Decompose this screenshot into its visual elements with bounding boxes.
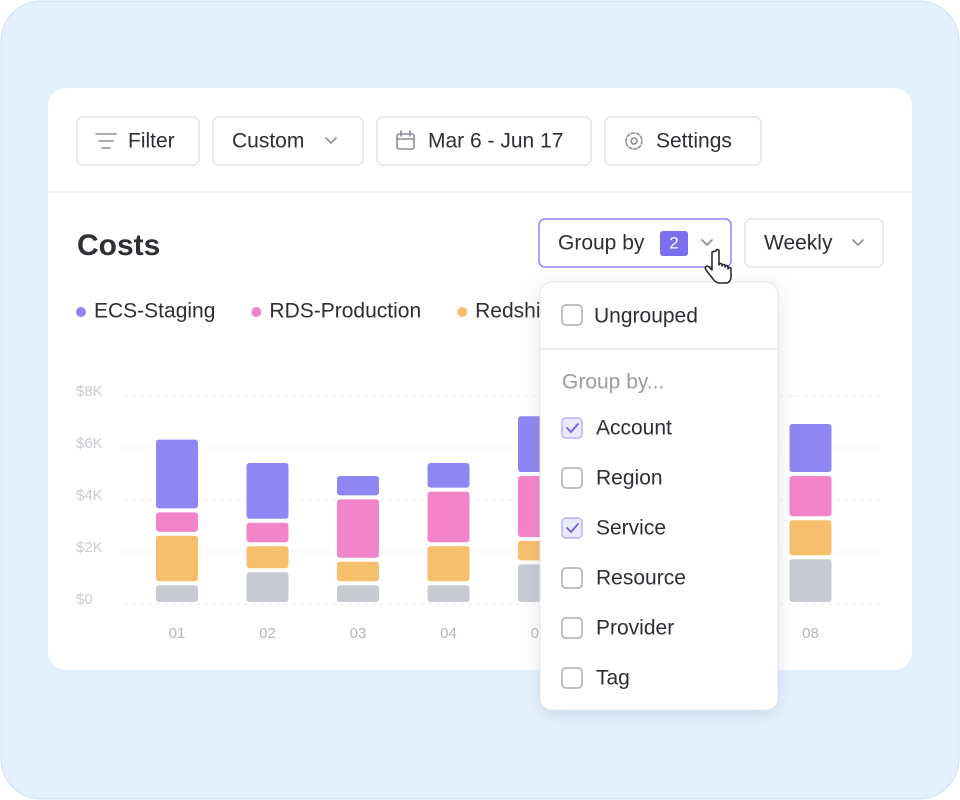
date-label: Mar 6 - Jun 17 [428, 130, 563, 153]
y-tick-label: $8K [76, 383, 103, 400]
badge [660, 231, 688, 256]
y-tick-label: $4K [76, 487, 103, 504]
option-label[interactable]: Account [596, 417, 672, 440]
interval-label: Weekly [764, 232, 833, 255]
bar-segment [156, 585, 198, 602]
checkbox[interactable] [561, 467, 583, 489]
bar-segment [427, 463, 470, 488]
badge-count: 2 [669, 233, 678, 252]
x-tick-label: 02 [259, 625, 276, 642]
bar-segment [246, 546, 289, 569]
checkbox[interactable] [561, 617, 583, 639]
bar-segment [337, 585, 379, 602]
bar-segment [427, 585, 470, 602]
bar-segment [789, 559, 832, 602]
option-label[interactable]: Region [596, 467, 663, 490]
bar-segment [337, 561, 379, 582]
bar-segment [789, 520, 832, 556]
bar-segment [337, 476, 379, 496]
settings-label: Settings [656, 130, 732, 153]
group-by-button[interactable]: Group by 2 [538, 218, 732, 268]
option-label[interactable]: Provider [596, 617, 674, 640]
option-label[interactable]: Tag [596, 667, 630, 690]
check-mark [566, 423, 579, 434]
dropdown: Group by... Ungrouped Account Region Servic… [539, 281, 779, 711]
option-label[interactable]: Service [596, 517, 666, 540]
bar-segment [246, 572, 289, 602]
settings-button[interactable]: Settings [604, 116, 762, 166]
legend-swatch [251, 307, 262, 317]
x-tick-label: 04 [440, 625, 457, 642]
bar-segment [156, 439, 198, 509]
x-tick-label: 03 [350, 625, 367, 642]
dropdown-section: Group by... [562, 371, 664, 394]
toolbar: Filter Custom Mar 6 - Jun 17 Settings [76, 116, 762, 166]
preset-button[interactable]: Custom [212, 116, 364, 166]
x-tick-label: 08 [802, 625, 819, 642]
card [48, 88, 912, 670]
bar-segment [246, 522, 289, 543]
preset-label: Custom [232, 130, 304, 153]
y-tick-label: $0 [76, 591, 93, 608]
bar-segment [246, 463, 289, 519]
bar-segment [789, 476, 832, 517]
bar-segment [427, 546, 470, 582]
y-tick-label: $6K [76, 435, 103, 452]
option-label[interactable]: Resource [596, 567, 686, 590]
filter-label: Filter [128, 130, 175, 153]
option-label[interactable]: Ungrouped [594, 305, 698, 328]
legend-label: RDS-Production [269, 300, 421, 323]
checkbox[interactable] [561, 304, 583, 326]
filter-button[interactable]: Filter [76, 116, 200, 166]
cursor [704, 248, 732, 284]
chart-title: Costs [77, 229, 160, 262]
checkbox[interactable] [561, 667, 583, 689]
y-tick-label: $2K [76, 539, 103, 556]
legend-swatch [76, 307, 86, 317]
bar-segment [156, 512, 198, 532]
check-mark [566, 523, 579, 534]
legend-swatch [457, 307, 468, 317]
bar-segment [156, 535, 198, 582]
interval-button[interactable]: Weekly [744, 218, 884, 268]
date-button[interactable]: Mar 6 - Jun 17 [376, 116, 592, 166]
bar-segment [427, 491, 470, 543]
dropdown-panel [539, 281, 779, 711]
bar-segment [789, 424, 832, 472]
x-tick-label: 01 [169, 625, 186, 642]
legend-label: Redshift [475, 300, 552, 323]
checkbox[interactable] [561, 567, 583, 589]
legend-label: ECS-Staging [94, 300, 215, 323]
group-by-label: Group by [558, 232, 645, 255]
bar-segment [337, 499, 379, 558]
checkbox[interactable] [561, 417, 583, 439]
checkbox[interactable] [561, 517, 583, 539]
